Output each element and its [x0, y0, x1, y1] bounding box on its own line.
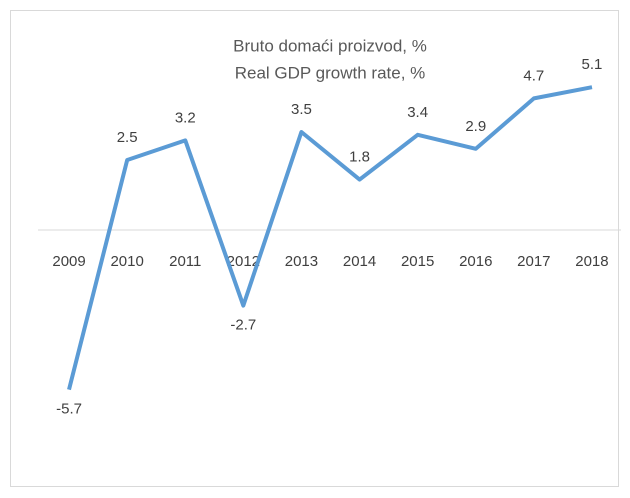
data-line [67, 85, 593, 391]
x-tick-label: 2009 [52, 253, 85, 270]
x-tick-label: 2015 [401, 253, 434, 270]
x-tick-label: 2013 [285, 253, 318, 270]
x-tick-label: 2011 [169, 253, 201, 270]
chart-title: Bruto domaći proizvod, % [233, 36, 427, 55]
data-label: 3.2 [175, 109, 196, 126]
data-label: 2.5 [117, 129, 138, 146]
data-label: 3.5 [291, 101, 312, 118]
data-label: 5.1 [582, 56, 603, 73]
data-label: 3.4 [407, 104, 428, 121]
x-tick-label: 2017 [517, 253, 550, 270]
chart-subtitle: Real GDP growth rate, % [235, 63, 426, 82]
data-label: 1.8 [349, 149, 370, 166]
data-label: -5.7 [56, 401, 82, 418]
x-tick-label: 2012 [227, 253, 260, 270]
chart-border [10, 10, 619, 487]
data-label: -2.7 [230, 317, 256, 334]
x-tick-label: 2018 [575, 253, 608, 270]
data-label: 2.9 [465, 118, 486, 135]
x-tick-label: 2010 [110, 253, 143, 270]
data-label: 4.7 [523, 67, 544, 84]
x-tick-label: 2014 [343, 253, 376, 270]
x-tick-label: 2016 [459, 253, 492, 270]
